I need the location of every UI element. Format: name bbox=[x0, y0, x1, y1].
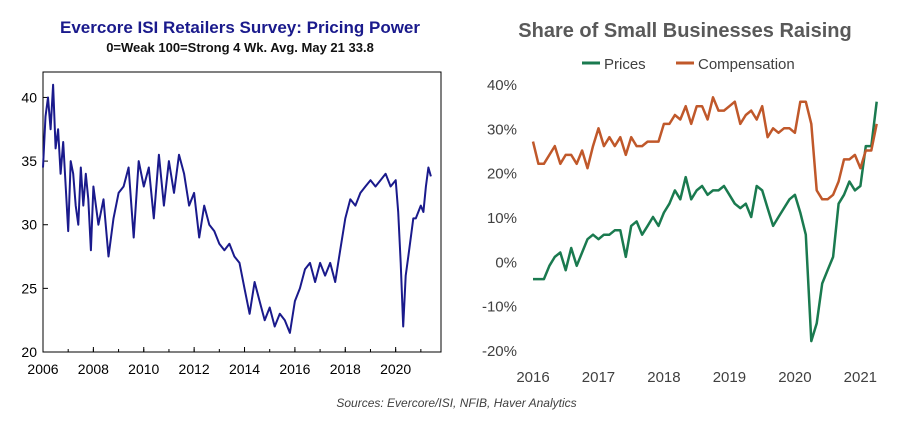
retailers-pricing-power-line bbox=[42, 83, 432, 334]
sources-note: Sources: Evercore/ISI, NFIB, Haver Analy… bbox=[336, 396, 577, 410]
right-x-tick-label: 2018 bbox=[647, 369, 680, 386]
left-x-tick-label: 2012 bbox=[179, 361, 210, 377]
right-chart-title: Share of Small Businesses Raising bbox=[518, 20, 852, 42]
left-x-tick-label: 2016 bbox=[279, 361, 310, 377]
right-y-tick-label: 40% bbox=[487, 77, 517, 94]
right-y-tick-label: 20% bbox=[487, 166, 517, 183]
right-y-tick-label: 10% bbox=[487, 210, 517, 227]
right-x-tick-label: 2017 bbox=[582, 369, 615, 386]
left-x-tick-label: 2014 bbox=[229, 361, 260, 377]
left-chart-subtitle: 0=Weak 100=Strong 4 Wk. Avg. May 21 33.8 bbox=[106, 40, 374, 55]
right-x-tick-label: 2019 bbox=[713, 369, 746, 386]
left-chart-title: Evercore ISI Retailers Survey: Pricing P… bbox=[60, 18, 420, 37]
right-y-tick-label: 0% bbox=[495, 254, 517, 271]
left-plot-frame bbox=[42, 71, 442, 353]
right-y-tick-label: -20% bbox=[482, 343, 517, 360]
left-x-tick-label: 2020 bbox=[380, 361, 411, 377]
left-y-tick-label: 20 bbox=[21, 344, 37, 360]
left-x-tick-label: 2018 bbox=[330, 361, 361, 377]
legend-label-prices: Prices bbox=[604, 56, 646, 73]
left-x-tick-label: 2008 bbox=[78, 361, 109, 377]
compensation-line bbox=[531, 96, 878, 201]
right-x-tick-label: 2016 bbox=[516, 369, 549, 386]
left-x-tick-label: 2010 bbox=[128, 361, 159, 377]
right-y-tick-label: -10% bbox=[482, 299, 517, 316]
right-x-tick-label: 2021 bbox=[844, 369, 877, 386]
left-x-tick-label: 2006 bbox=[27, 361, 58, 377]
left-y-tick-label: 35 bbox=[21, 153, 37, 169]
right-x-tick-label: 2020 bbox=[778, 369, 811, 386]
left-y-tick-label: 40 bbox=[21, 89, 37, 105]
legend-label-compensation: Compensation bbox=[698, 56, 795, 73]
left-y-tick-label: 25 bbox=[21, 280, 37, 296]
left-y-tick-label: 30 bbox=[21, 217, 37, 233]
prices-line bbox=[533, 101, 878, 343]
right-y-tick-label: 30% bbox=[487, 121, 517, 138]
